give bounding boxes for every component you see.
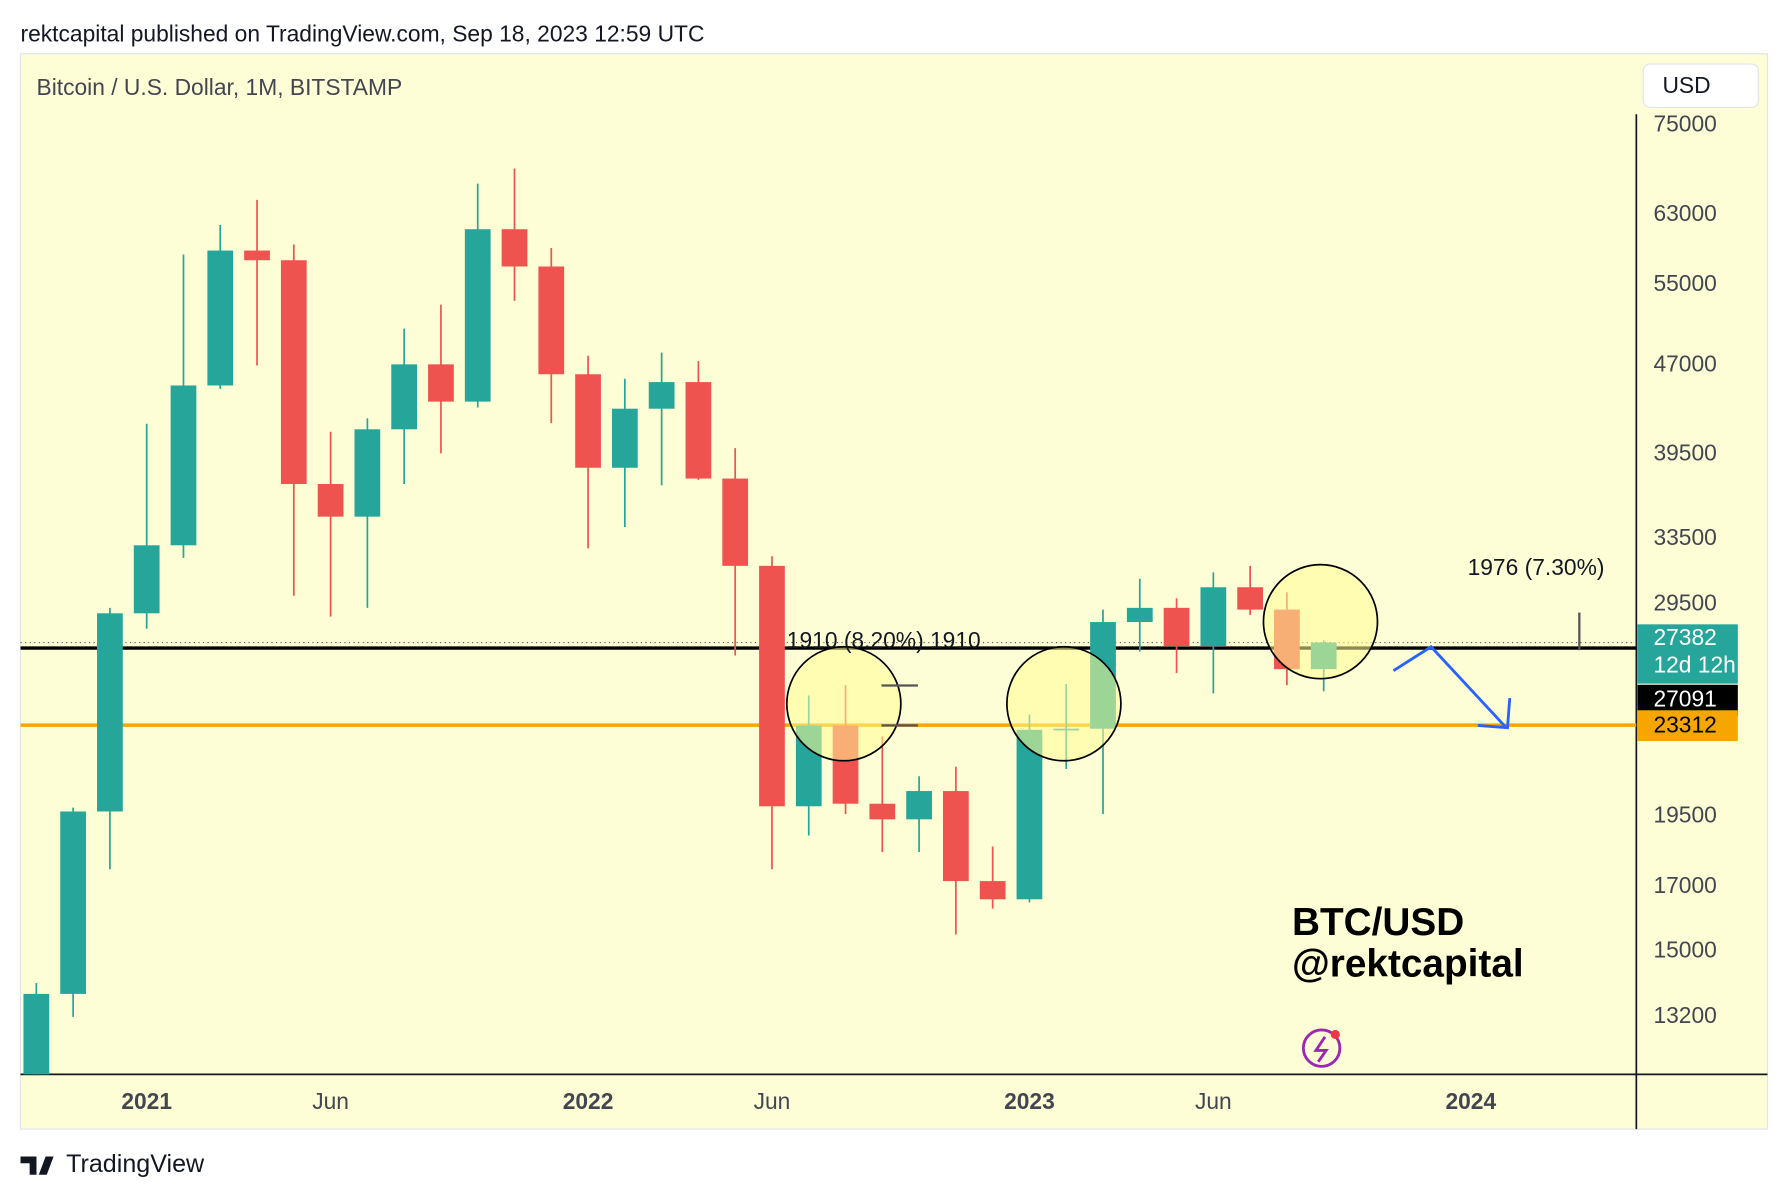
candle-body [1200,587,1227,646]
candle-body [170,385,197,546]
candle-body [23,993,50,1075]
lightning-bolt [1313,1035,1329,1063]
candle-body [60,811,86,994]
candle-body [244,250,270,261]
candle-body [538,266,565,375]
candle-body [906,791,932,820]
notification-dot [1330,1029,1340,1040]
currency-box[interactable] [1642,63,1759,108]
logo-mark [20,1156,54,1175]
candle-body [1016,729,1043,900]
candle-body [648,382,675,409]
tradingview-logo: TradingView [20,1150,205,1178]
price-line-label: 23312 [1653,711,1716,737]
candle-body [943,791,969,882]
y-tick-label: 19500 [1653,802,1716,828]
header: rektcapital published on TradingView.com… [21,21,705,47]
price-line-box [1637,710,1738,742]
chart-title: Bitcoin / U.S. Dollar, 1M, BITSTAMP [36,74,402,100]
countdown-label: 12d 12h [1653,652,1735,678]
y-tick-label: 47000 [1653,350,1716,376]
candle-body [280,260,307,485]
measure-label: 1910 (8.20%) 1910 [787,627,981,653]
watermark-author: @rektcapital [1292,942,1524,985]
y-tick-label: 75000 [1653,111,1716,137]
x-tick-label: 2023 [1004,1088,1055,1114]
footer: TradingView [66,1150,205,1178]
last-price-box [1637,624,1738,684]
candle-body [759,565,785,807]
y-tick-label: 39500 [1653,440,1716,466]
currency[interactable]: USD [1662,72,1710,98]
candle-body [97,613,123,812]
candle-body [722,478,749,566]
candle-body [979,881,1006,900]
x-tick-label: 2022 [563,1088,614,1114]
candle-body [1237,587,1264,610]
x-tick-label: Jun [1195,1088,1232,1114]
y-tick-label: 15000 [1653,936,1716,962]
x-tick-label: Jun [312,1088,349,1114]
highlight-circle [785,645,902,762]
measure-label: 1976 (7.30%) [1468,554,1605,580]
candle-body [464,229,491,402]
x-tick-label: 2024 [1445,1088,1496,1114]
y-tick-label: 63000 [1653,200,1716,226]
candle-body [391,364,418,430]
plot-background [19,53,1769,1130]
overlay: 1910 (8.20%) 1910 1976 (7.30%) BTC/USD @… [785,554,1605,1068]
candle-body [428,364,454,402]
highlight-circle [1006,645,1122,762]
watermark-title: BTC/USD [1292,901,1464,944]
y-tick-label: 29500 [1653,589,1716,615]
candle-body [575,374,601,468]
candle-body [685,382,712,479]
candle-body [207,250,234,386]
lightning-icon[interactable] [1301,1028,1342,1068]
candle-body [611,408,638,468]
projection-arrow [1392,644,1507,728]
y-tick-label: 33500 [1653,524,1716,550]
arrow-head [1477,697,1512,730]
candle-body [354,429,381,517]
y-tick-label: 55000 [1653,270,1716,296]
candle-body [869,803,896,820]
candle-body [317,484,344,517]
candle-body [133,545,160,614]
candle-body [1163,607,1190,646]
y-tick-label: 17000 [1653,872,1716,898]
y-tick-label: 13200 [1653,1002,1716,1028]
candle-body [501,229,528,267]
highlight-circle [1262,563,1379,680]
candle-body [1126,607,1153,623]
price-line-label: 27091 [1653,686,1716,712]
x-tick-label: 2021 [121,1088,172,1114]
last-price-label: 27382 [1653,624,1716,650]
x-tick-label: Jun [754,1088,791,1114]
